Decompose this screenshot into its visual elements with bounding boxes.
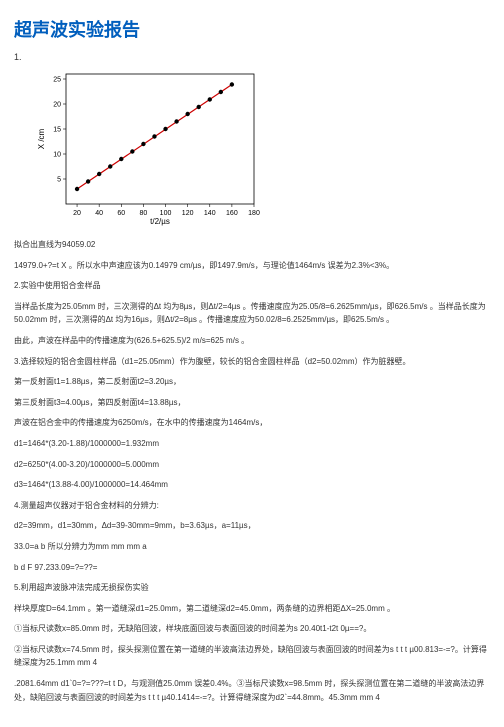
paragraph: 5.利用超声波脉冲法完成无损探伤实验 xyxy=(14,581,490,595)
section-number: 1. xyxy=(14,52,490,62)
svg-text:80: 80 xyxy=(140,210,148,217)
paragraph: 14979.0+?=t X 。所以水中声速应该为0.14979 cm/µs，即1… xyxy=(14,259,490,273)
svg-text:5: 5 xyxy=(57,177,61,184)
paragraph: 第三反射面t3=4.00µs，第四反射面t4=13.88µs， xyxy=(14,396,490,410)
paragraph: d2=6250*(4.00-3.20)/1000000=5.000mm xyxy=(14,458,490,472)
paragraph: d2=39mm，d1=30mm，Δd=39-30mm=9mm，b=3.63µs，… xyxy=(14,519,490,533)
paragraph: 声波在铝合金中的传播速度为6250m/s，在水中的传播速度为1464m/s， xyxy=(14,416,490,430)
svg-text:15: 15 xyxy=(53,127,61,134)
svg-text:60: 60 xyxy=(117,210,125,217)
paragraph: 当样品长度为25.05mm 时，三次测得的Δt 均为8µs，则Δt/2=4µs … xyxy=(14,300,490,327)
svg-text:160: 160 xyxy=(226,210,238,217)
paragraph: 4.测量超声仪器对于铝合金材料的分辨力: xyxy=(14,499,490,513)
body-text: 拟合出直线为94059.02 14979.0+?=t X 。所以水中声速应该为0.… xyxy=(14,238,490,704)
paragraph: ①当标尺读数x=85.0mm 时，无缺陷回波，样块底面回波与表面回波的时间差为s… xyxy=(14,622,490,636)
svg-text:10: 10 xyxy=(53,152,61,159)
paragraph: 33.0=a b 所以分辨力为mm mm mm a xyxy=(14,540,490,554)
svg-text:t/2/µs: t/2/µs xyxy=(150,217,170,226)
paragraph: b d F 97.233.09=?=??= xyxy=(14,561,490,575)
paragraph: 2.实验中使用铝合金样品 xyxy=(14,279,490,293)
paragraph: .2081.64mm d1`0=?=???=t t D，与观测值25.0mm 误… xyxy=(14,677,490,704)
svg-text:120: 120 xyxy=(182,210,194,217)
chart-container: 20 40 60 80 100 120 140 160 180 5 10 15 20 25 t/2/µs X … xyxy=(32,68,490,228)
page-title: 超声波实验报告 xyxy=(14,16,490,42)
svg-text:X /cm: X /cm xyxy=(37,128,46,149)
paragraph: d3=1464*(13.88-4.00)/1000000=14.464mm xyxy=(14,478,490,492)
paragraph: 样块厚度D=64.1mm 。第一道缝深d1=25.0mm，第二道缝深d2=45.… xyxy=(14,602,490,616)
paragraph: 3.选择较短的铝合金圆柱样品（d1=25.05mm）作为腹壁，较长的铝合金圆柱样… xyxy=(14,355,490,369)
paragraph: ②当标尺读数x=74.5mm 时，探头探测位置在第一道缝的半波高法边界处，缺陷回… xyxy=(14,643,490,670)
svg-text:140: 140 xyxy=(204,210,216,217)
svg-text:25: 25 xyxy=(53,77,61,84)
scatter-chart: 20 40 60 80 100 120 140 160 180 5 10 15 20 25 t/2/µs X … xyxy=(32,68,262,228)
svg-text:40: 40 xyxy=(95,210,103,217)
svg-text:100: 100 xyxy=(160,210,172,217)
paragraph: d1=1464*(3.20-1.88)/1000000=1.932mm xyxy=(14,437,490,451)
paragraph: 第一反射面t1=1.88µs，第二反射面t2=3.20µs， xyxy=(14,375,490,389)
svg-text:20: 20 xyxy=(73,210,81,217)
svg-text:20: 20 xyxy=(53,102,61,109)
svg-text:180: 180 xyxy=(248,210,260,217)
paragraph: 由此，声波在样品中的传播速度为(626.5+625.5)/2 m/s=625 m… xyxy=(14,334,490,348)
paragraph: 拟合出直线为94059.02 xyxy=(14,238,490,252)
